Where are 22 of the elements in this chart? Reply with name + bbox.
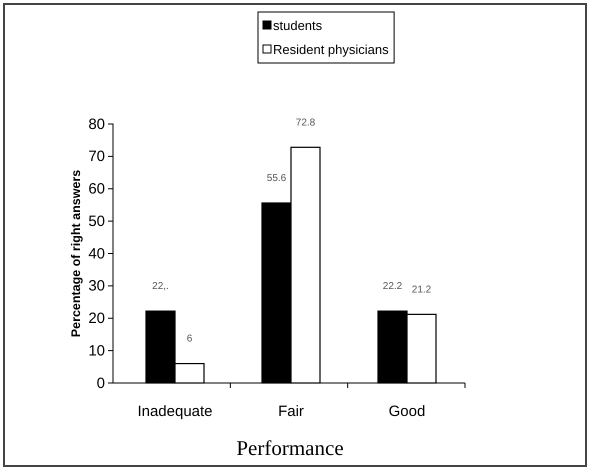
data-label: 55.6 xyxy=(266,172,287,184)
y-tick-label: 40 xyxy=(88,245,105,262)
y-tick-label: 30 xyxy=(88,278,105,295)
y-tick-label: 20 xyxy=(88,310,105,328)
data-label: 22.2 xyxy=(382,281,403,292)
data-label: 72.8 xyxy=(296,117,316,128)
x-tick-label: Good xyxy=(388,403,426,420)
data-label: 21.2 xyxy=(412,284,432,296)
data-label: 22,. xyxy=(152,281,169,292)
y-tick-label: 60 xyxy=(88,180,105,198)
x-tick-label: Fair xyxy=(278,403,304,420)
y-tick-label: 50 xyxy=(88,212,105,230)
legend-label: Resident physicians xyxy=(273,42,390,57)
y-tick-label: 0 xyxy=(96,374,105,392)
y-tick-label: 70 xyxy=(88,148,105,166)
x-tick-label: Inadequate xyxy=(137,403,213,420)
x-axis-title: Performance xyxy=(236,436,344,460)
y-axis-title: Percentage of right answers xyxy=(69,170,83,338)
y-tick-label: 10 xyxy=(88,342,105,360)
legend-label: students xyxy=(273,18,323,33)
y-tick-label: 80 xyxy=(88,116,105,133)
data-label: 6 xyxy=(186,334,193,345)
